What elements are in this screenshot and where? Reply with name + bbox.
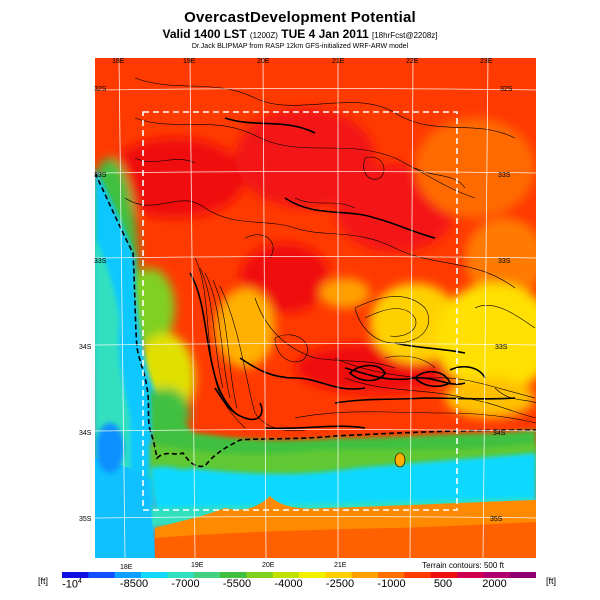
colorbar-swatch-11 [351,572,379,578]
forecast-map [95,58,536,558]
lat-label-left-2: 33S [94,258,107,265]
lat-label-right-5: 35S [490,516,503,523]
colorbar-swatch-8 [272,572,300,578]
colorbar-swatch-2 [114,572,142,578]
colorbar-swatch-3 [141,572,168,578]
lat-label-left-3: 34S [79,344,92,351]
utc-time: (1200Z) [249,31,278,40]
colorbar-tick-0: -8500 [119,578,149,590]
lat-label-right-4: 34S [493,430,506,437]
colorbar-tick-first-base: -10 [62,578,78,591]
lon-label-top-0: 18E [112,58,125,65]
lat-label-left-1: 33S [94,172,107,179]
colorbar-swatch-1 [88,572,116,578]
colorbar-tick-5: -1000 [377,578,406,590]
colorbar-unit-right: [ft] [546,576,557,586]
colorbar-swatch-6 [220,572,247,578]
model-credit: Dr.Jack BLIPMAP from RASP 12km GFS-initi… [191,43,409,50]
lon-label-bottom-1: 19E [191,562,204,569]
colorbar-swatch-4 [167,572,195,578]
colorbar-tick-1: -7000 [171,578,200,590]
colorbar-tick-3: -4000 [274,578,303,590]
lon-label-top-5: 23E [480,58,493,65]
colorbar-tick-first-exponent: 4 [78,578,82,585]
colorbar [62,572,536,578]
colorbar-swatch-16 [483,572,511,578]
terrain-contour-note: Terrain contours: 500 ft [422,561,504,570]
lat-label-right-1: 33S [498,172,511,179]
lat-label-right-2: 33S [498,258,511,265]
lat-label-right-0: 32S [500,86,513,93]
lon-label-top-1: 19E [183,58,196,65]
lat-label-left-5: 35S [79,516,92,523]
map-title: OvercastDevelopment Potential [184,9,416,26]
map-subtitle: Valid 1400 LST (1200Z) TUE 4 Jan 2011 [1… [0,27,600,41]
lon-label-top-3: 21E [332,58,345,65]
colorbar-tick-first: -104 [47,578,97,591]
lat-label-right-3: 33S [495,344,508,351]
colorbar-swatch-17 [509,572,536,578]
lat-label-left-0: 32S [94,86,107,93]
lat-label-left-4: 34S [79,430,92,437]
forecast-info: [18hrFcst@2208z] [372,31,438,40]
colorbar-swatch-0 [62,572,89,578]
colorbar-swatch-9 [299,572,326,578]
colorbar-unit-left: [ft] [38,576,49,586]
lon-label-bottom-2: 20E [262,562,275,569]
colorbar-swatch-15 [457,572,484,578]
colorbar-tick-2: -5500 [222,578,252,590]
valid-time: Valid 1400 LST [162,27,247,41]
colorbar-swatch-14 [430,572,458,578]
colorbar-tick-6: 500 [433,578,453,590]
lon-label-top-2: 20E [257,58,270,65]
lon-label-top-4: 22E [406,58,419,65]
colorbar-tick-7: 2000 [482,578,507,590]
colorbar-swatch-10 [325,572,353,578]
colorbar-swatch-7 [246,572,274,578]
lon-label-bottom-3: 21E [334,562,347,569]
colorbar-swatch-13 [404,572,432,578]
colorbar-swatch-12 [378,572,405,578]
colorbar-swatch-5 [193,572,221,578]
valid-date: TUE 4 Jan 2011 [281,27,369,41]
lon-label-bottom-0: 18E [120,564,133,571]
colorbar-tick-4: -2500 [325,578,355,590]
